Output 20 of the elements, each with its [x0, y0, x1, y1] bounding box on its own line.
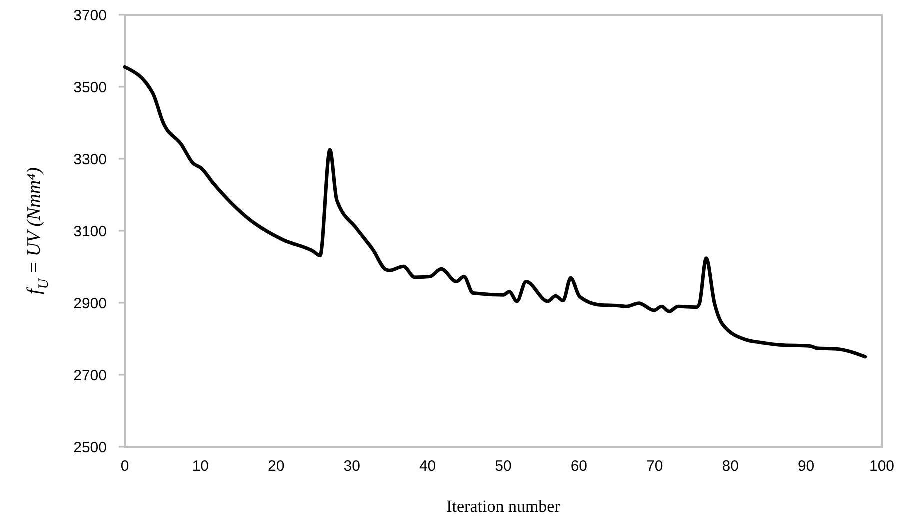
y-tick-label: 2700 [74, 367, 107, 384]
x-tick-label: 100 [869, 458, 895, 475]
y-tick-label: 3300 [74, 151, 107, 168]
y-tick-label: 3500 [74, 79, 107, 96]
y-tick-label: 2900 [74, 295, 107, 312]
x-tick-label: 90 [798, 458, 815, 475]
x-axis-title: Iteration number [446, 497, 561, 516]
x-tick-label: 10 [192, 458, 210, 475]
x-tick-label: 0 [120, 458, 130, 475]
x-tick-label: 80 [722, 458, 739, 475]
y-tick-label: 2500 [74, 439, 107, 456]
x-tick-label: 40 [419, 458, 436, 475]
x-tick-label: 70 [646, 458, 664, 475]
x-tick-label: 20 [268, 458, 285, 475]
x-tick-label: 50 [495, 458, 512, 475]
line-series [123, 65, 868, 359]
y-tick-label: 3700 [74, 7, 107, 24]
x-tick-label: 60 [570, 458, 588, 475]
x-tick-label: 30 [344, 458, 360, 475]
y-tick-label: 3100 [74, 223, 107, 240]
